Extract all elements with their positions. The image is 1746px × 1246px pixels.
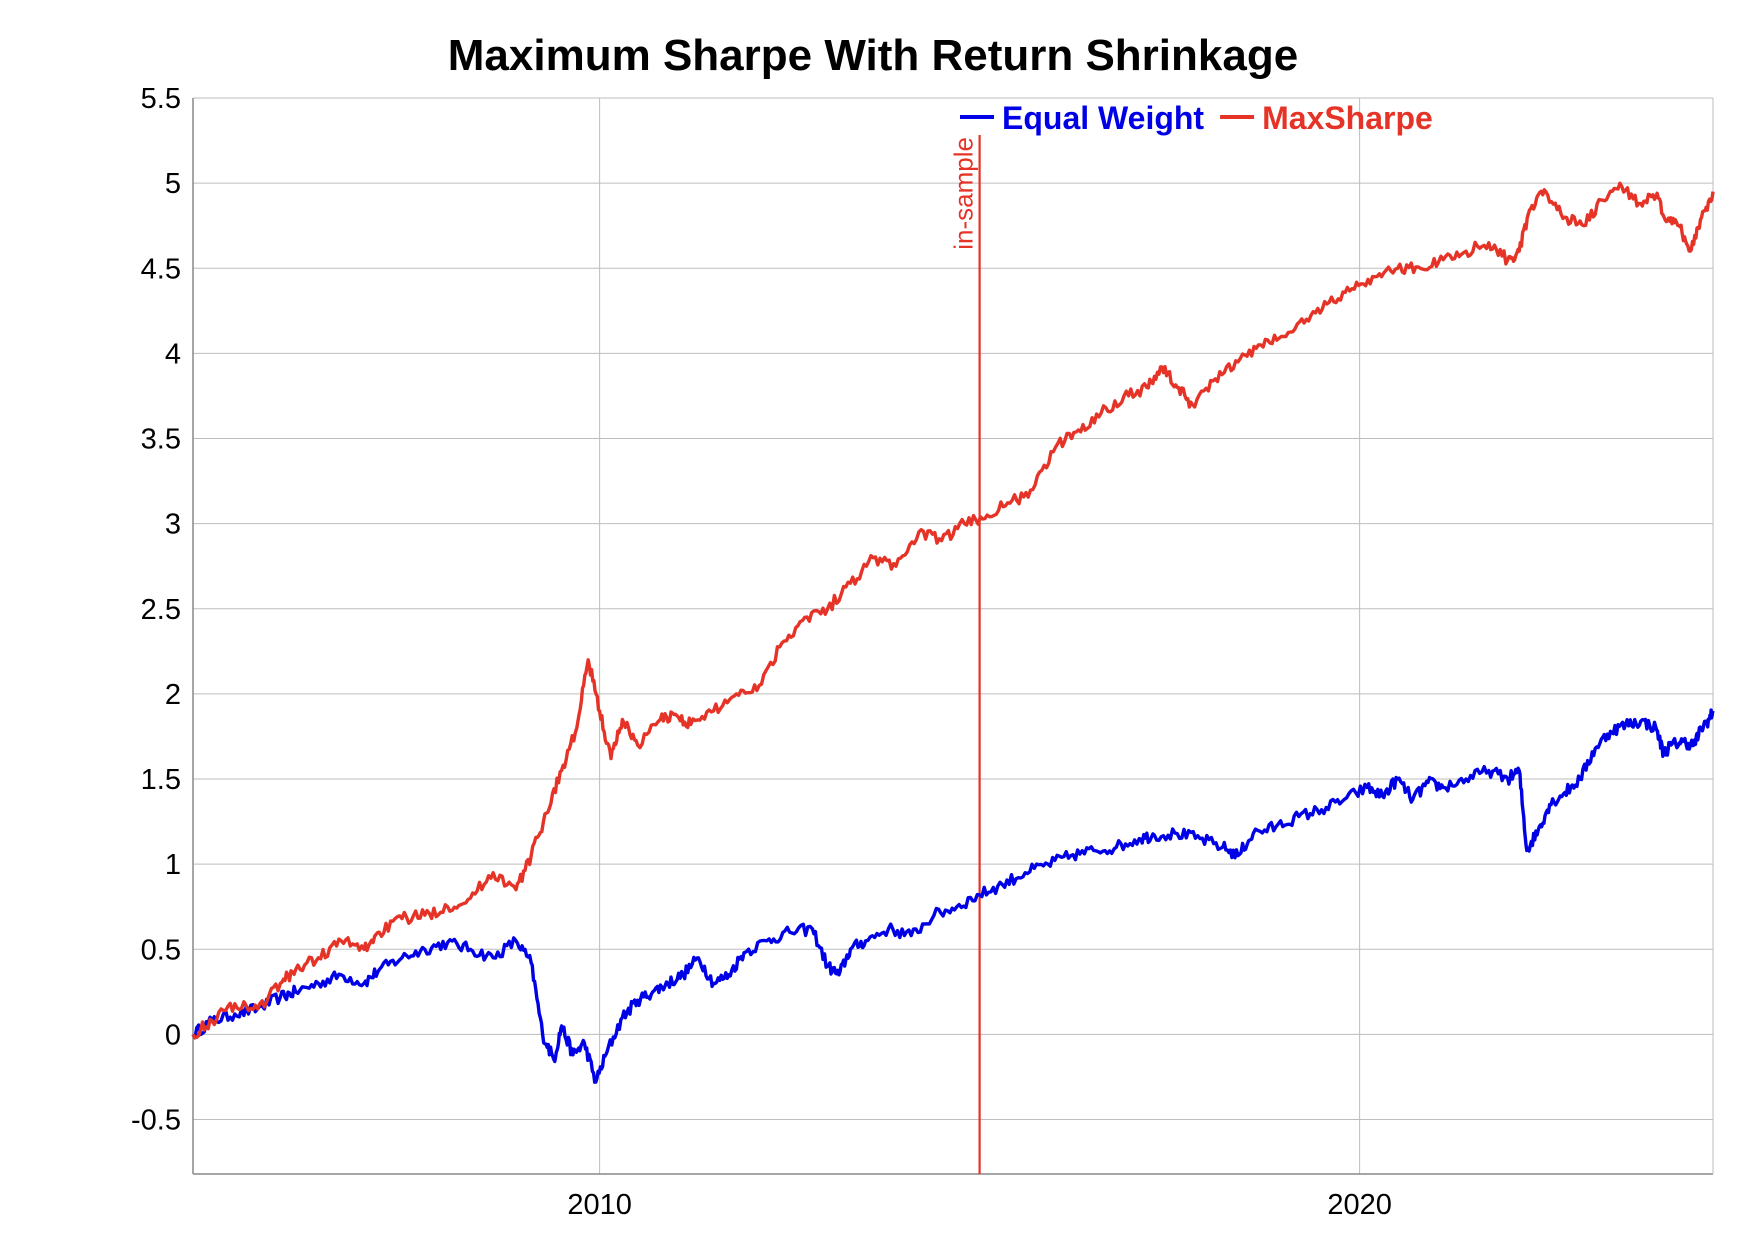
series: [191, 181, 1715, 1084]
x-tick-label: 2010: [567, 1189, 632, 1221]
series-line-maxsharpe: [191, 181, 1715, 1040]
axes: [192, 98, 1714, 1175]
tick-labels: -0.5 0 0.5 1 1.5 2 2.5 3 3.5 4 4.5 5 5.5 2010 2020: [131, 83, 1392, 1221]
y-tick-label: 3.5: [141, 424, 181, 456]
annotations: in-sample: [949, 135, 981, 1174]
y-tick-label: 1.5: [141, 764, 181, 796]
grid: [193, 97, 1713, 1174]
y-tick-label: 2: [165, 679, 181, 711]
in-sample-label: in-sample: [949, 137, 979, 250]
legend: Equal Weight MaxSharpe: [960, 100, 1433, 136]
legend-entry: Equal Weight: [1002, 100, 1204, 136]
y-tick-label: 0: [165, 1019, 181, 1051]
chart-title: Maximum Sharpe With Return Shrinkage: [448, 31, 1298, 80]
y-tick-label: 4.5: [141, 253, 181, 285]
y-tick-label: 0.5: [141, 934, 181, 966]
y-tick-label: 4: [165, 338, 181, 370]
y-tick-label: 3: [165, 509, 181, 541]
y-tick-label: 5: [165, 168, 181, 200]
y-tick-label: -0.5: [131, 1105, 181, 1137]
legend-entry: MaxSharpe: [1262, 100, 1433, 136]
y-tick-label: 5.5: [141, 83, 181, 115]
y-tick-label: 2.5: [141, 594, 181, 626]
series-line-equal-weight: [191, 708, 1715, 1084]
x-tick-label: 2020: [1327, 1189, 1392, 1221]
y-tick-label: 1: [165, 849, 181, 881]
